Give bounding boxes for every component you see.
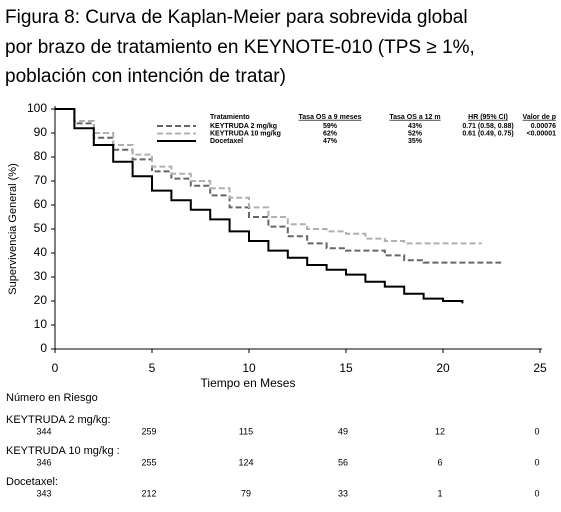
legend-cell: 43%: [408, 123, 423, 130]
y-tick-label: 30: [34, 269, 48, 283]
y-tick-label: 100: [27, 101, 47, 115]
legend-cell: 0.71 (0.58, 0.88): [462, 123, 513, 130]
risk-count: 115: [239, 426, 253, 436]
legend-cell: 52%: [408, 130, 423, 137]
km-curve: [55, 108, 502, 264]
legend-header: Tratamiento: [210, 114, 250, 121]
x-tick-label: 20: [436, 361, 450, 375]
legend-label: KEYTRUDA 10 mg/kg: [210, 130, 281, 137]
chart-title: Figura 8: Curva de Kaplan-Meier para sob…: [5, 7, 468, 28]
risk-count: 6: [437, 457, 442, 467]
legend-cell: 59%: [323, 123, 338, 130]
legend-cell: 0.00076: [531, 123, 556, 130]
legend-header: Valor de p: [523, 114, 556, 121]
y-tick-label: 0: [40, 341, 47, 355]
km-curve: [55, 108, 482, 245]
risk-count: 0: [534, 426, 539, 436]
y-tick-label: 10: [34, 317, 48, 331]
risk-count: 79: [241, 488, 251, 498]
chart-title: por brazo de tratamiento en KEYNOTE-010 …: [5, 37, 475, 58]
y-tick-label: 40: [34, 245, 48, 259]
legend-cell: <0.00001: [527, 130, 556, 137]
legend-cell: 47%: [323, 138, 338, 145]
x-tick-label: 0: [52, 361, 59, 375]
legend-cell: 62%: [323, 130, 338, 137]
legend-header: Tasa OS a 9 meses: [299, 114, 362, 121]
risk-label: KEYTRUDA 2 mg/kg:: [6, 414, 111, 426]
risk-count: 0: [534, 488, 539, 498]
risk-count: 212: [141, 488, 156, 498]
y-axis-label: Supervivencia General (%): [7, 163, 19, 294]
x-tick-label: 15: [339, 361, 353, 375]
risk-count: 12: [435, 426, 445, 436]
risk-count: 124: [238, 457, 253, 467]
legend-header: HR (95% CI): [468, 114, 508, 121]
risk-count: 255: [141, 457, 156, 467]
y-tick-label: 80: [34, 149, 48, 163]
x-axis-label: Tiempo en Meses: [201, 376, 296, 390]
risk-count: 259: [141, 426, 156, 436]
risk-count: 343: [36, 488, 51, 498]
x-tick-label: 25: [533, 361, 547, 375]
risk-title: Número en Riesgo: [6, 392, 98, 404]
risk-count: 346: [36, 457, 51, 467]
y-tick-label: 70: [34, 173, 48, 187]
x-tick-label: 10: [242, 361, 256, 375]
risk-count: 1: [437, 488, 442, 498]
y-tick-label: 50: [34, 221, 48, 235]
risk-count: 49: [338, 426, 348, 436]
km-curve: [55, 108, 464, 304]
x-tick-label: 5: [149, 361, 156, 375]
legend-label: KEYTRUDA 2 mg/kg: [210, 123, 277, 130]
y-tick-label: 90: [34, 125, 48, 139]
risk-count: 0: [534, 457, 539, 467]
legend-header: Tasa OS a 12 m: [389, 114, 440, 121]
risk-count: 56: [338, 457, 348, 467]
risk-count: 344: [36, 426, 51, 436]
risk-label: KEYTRUDA 10 mg/kg :: [6, 445, 120, 457]
risk-count: 33: [338, 488, 348, 498]
chart-title: población con intención de tratar): [5, 66, 286, 87]
legend-cell: 35%: [408, 138, 423, 145]
legend-cell: 0.61 (0.49, 0.75): [462, 130, 513, 137]
risk-label: Docetaxel:: [6, 476, 58, 488]
y-tick-label: 20: [34, 293, 48, 307]
legend-label: Docetaxel: [210, 138, 243, 145]
y-tick-label: 60: [34, 197, 48, 211]
